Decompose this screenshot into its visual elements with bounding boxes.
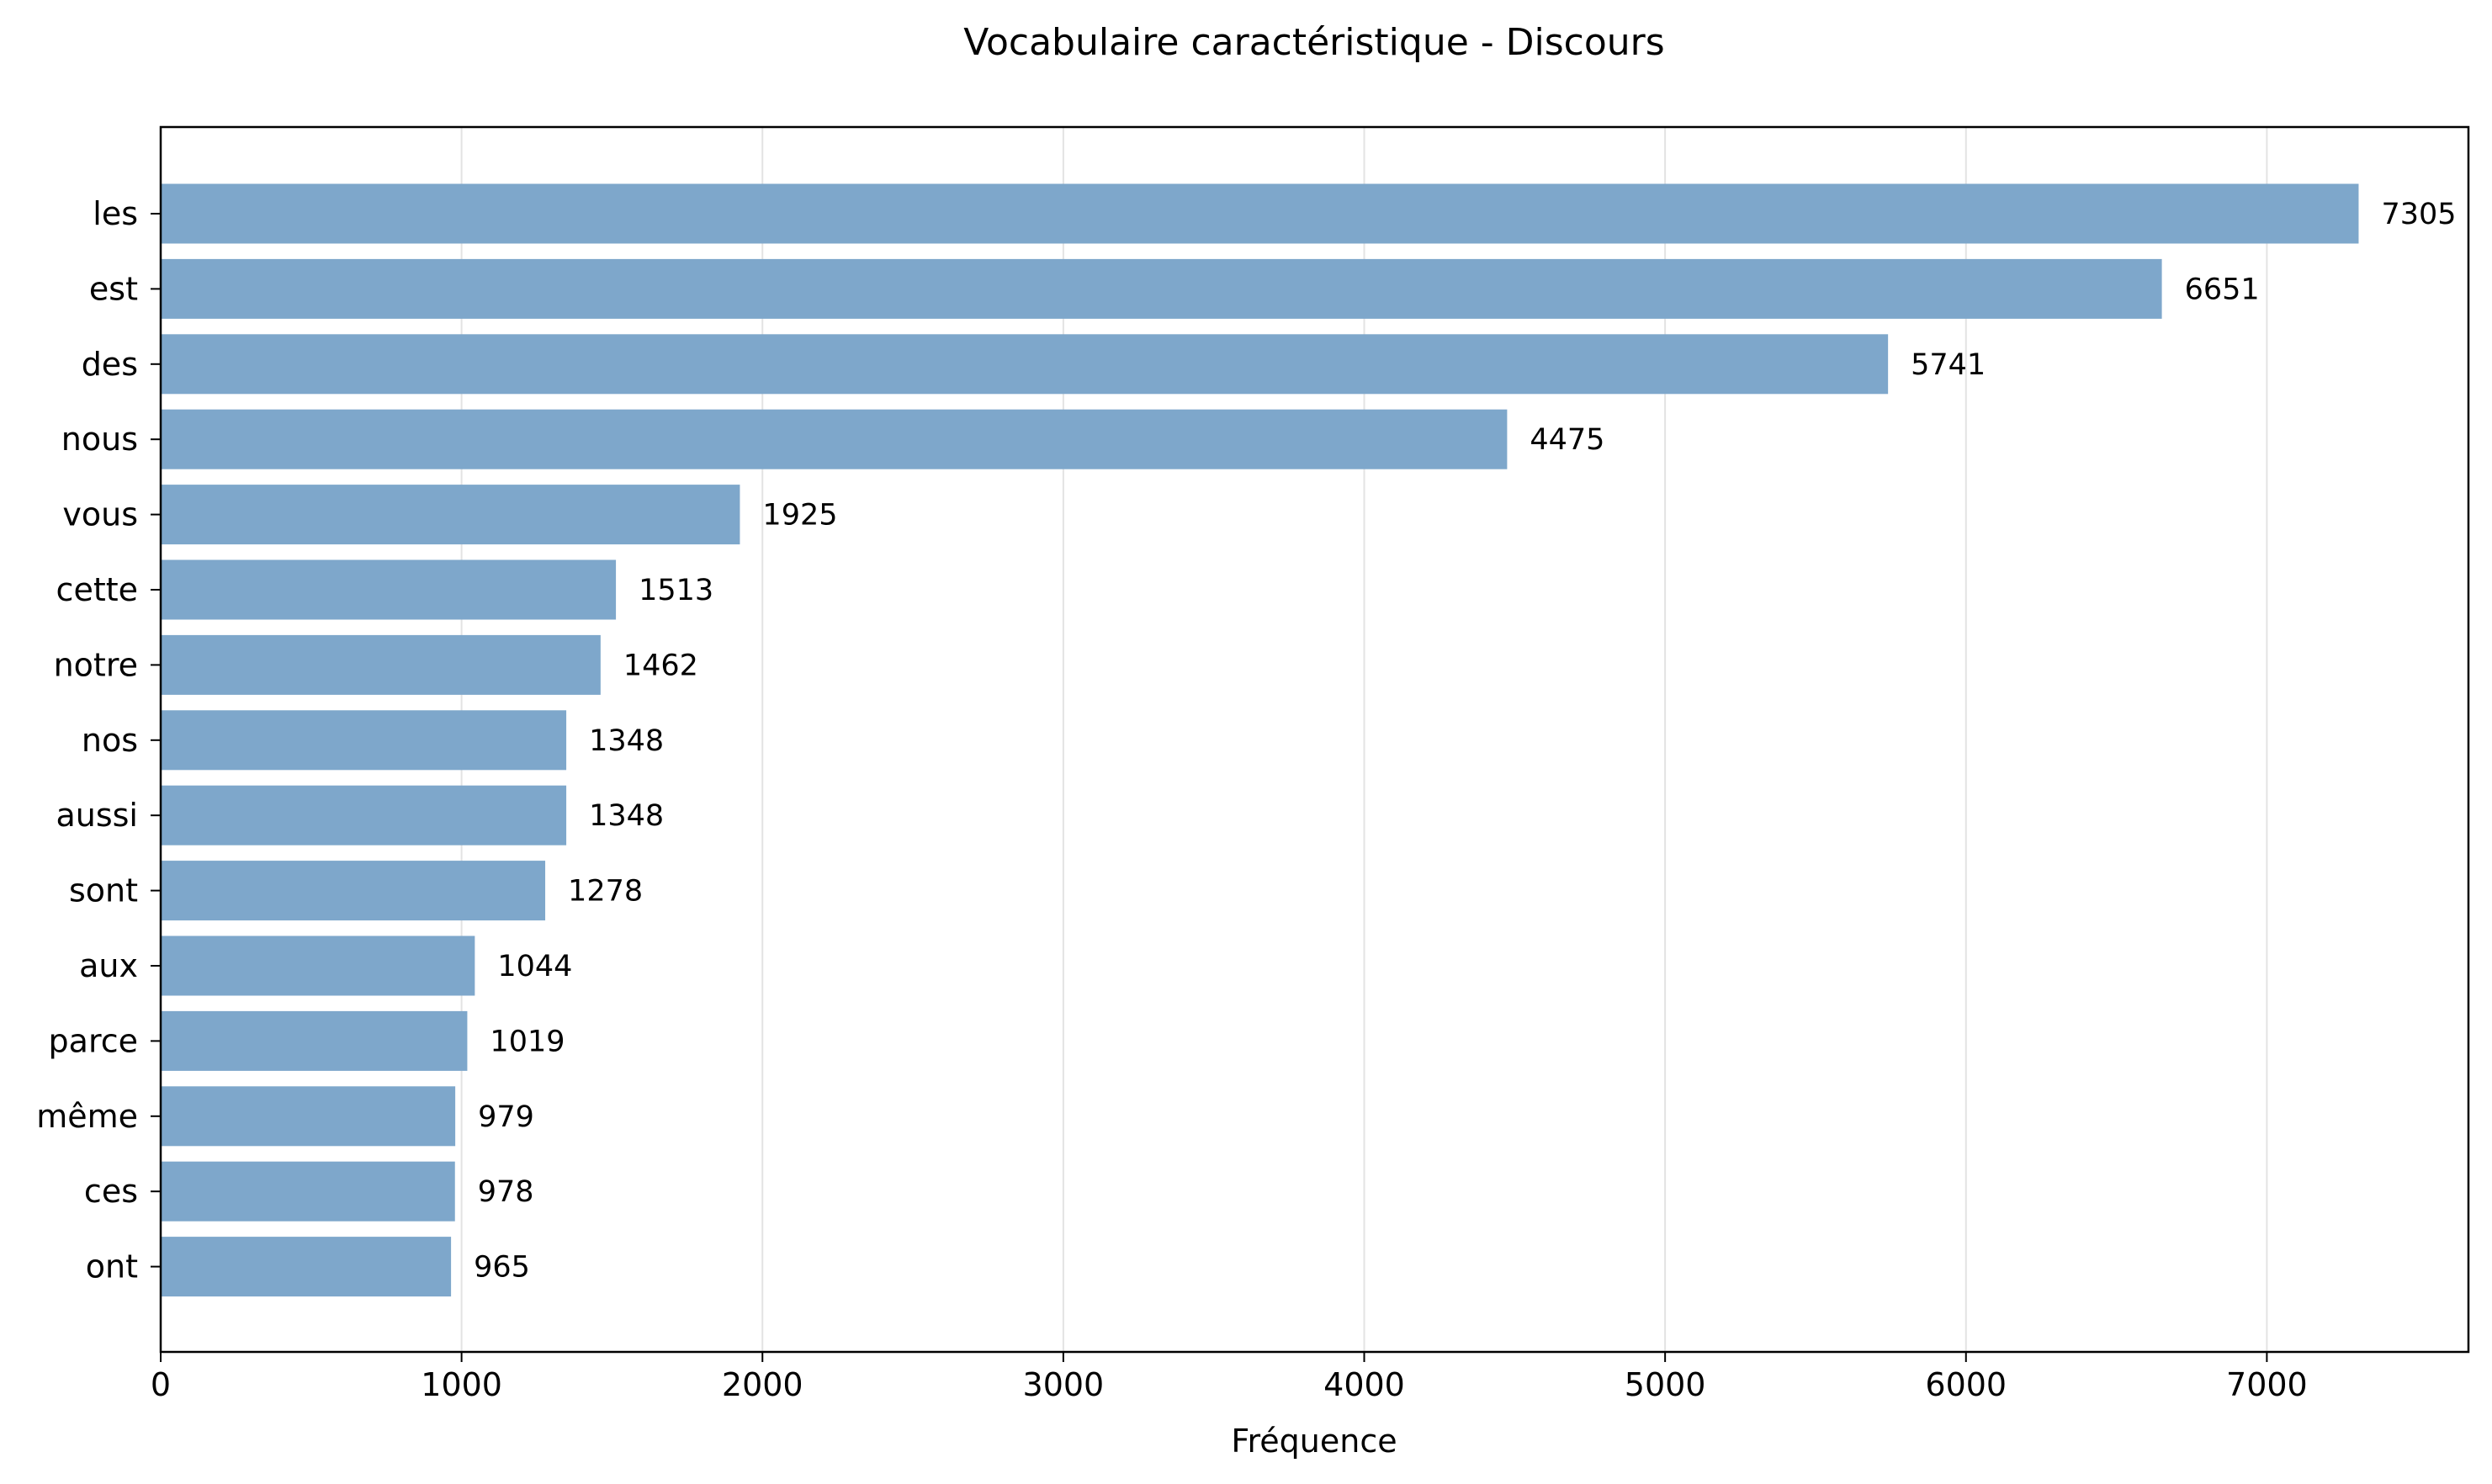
y-tick-label: nos xyxy=(82,722,138,759)
x-tick-label: 2000 xyxy=(722,1366,803,1403)
bar-value-label: 978 xyxy=(478,1175,534,1209)
bar xyxy=(161,861,546,921)
bar-value-label: 6651 xyxy=(2185,273,2260,306)
bar xyxy=(161,183,2359,244)
bar-value-label: 1348 xyxy=(589,799,664,833)
x-tick-label: 1000 xyxy=(421,1366,502,1403)
bar xyxy=(161,935,475,996)
bar-value-label: 1044 xyxy=(497,950,572,983)
bar xyxy=(161,485,740,545)
y-tick-label: aussi xyxy=(56,797,138,834)
bar-value-label: 1462 xyxy=(623,649,698,682)
x-tick-label: 7000 xyxy=(2226,1366,2308,1403)
x-tick-label: 3000 xyxy=(1023,1366,1105,1403)
bars xyxy=(161,183,2359,1297)
x-tick-label: 6000 xyxy=(1925,1366,2007,1403)
bar-value-label: 1513 xyxy=(639,574,713,607)
y-tick-label: nous xyxy=(61,421,138,458)
y-axis: les est des nous vous cette notre nos aussi sont a… xyxy=(36,195,161,1285)
bar-value-label: 1019 xyxy=(490,1025,565,1058)
y-tick-label: aux xyxy=(79,947,138,984)
x-axis: 0 1000 2000 3000 4000 5000 6000 7000 xyxy=(151,1352,2308,1403)
y-tick-label: ces xyxy=(84,1173,138,1210)
bar-value-label: 979 xyxy=(478,1100,534,1134)
y-tick-label: même xyxy=(36,1098,138,1135)
x-axis-label: Fréquence xyxy=(1231,1423,1397,1460)
bar xyxy=(161,559,617,620)
bar-value-label: 5741 xyxy=(1911,348,1986,382)
y-tick-label: parce xyxy=(49,1022,138,1059)
x-tick-label: 4000 xyxy=(1323,1366,1405,1403)
bar xyxy=(161,1086,456,1147)
y-tick-label: vous xyxy=(62,496,138,533)
bar xyxy=(161,1237,452,1297)
bar xyxy=(161,634,601,695)
data-labels: 7305 6651 5741 4475 1925 1513 1462 1348 1348 1278… xyxy=(474,198,2456,1285)
grid-lines xyxy=(460,127,2268,1352)
x-tick-label: 0 xyxy=(151,1366,171,1403)
bar-value-label: 1348 xyxy=(589,724,664,758)
y-tick-label: sont xyxy=(69,872,138,909)
chart-title: Vocabulaire caractéristique - Discours xyxy=(963,21,1664,64)
bar xyxy=(161,1010,468,1071)
bar-value-label: 7305 xyxy=(2381,198,2456,231)
bar-value-label: 4475 xyxy=(1530,423,1604,457)
bar-value-label: 1278 xyxy=(568,875,643,909)
x-tick-label: 5000 xyxy=(1625,1366,1706,1403)
bar-value-label: 1925 xyxy=(762,499,837,533)
bar xyxy=(161,785,567,845)
bar-value-label: 965 xyxy=(474,1251,530,1285)
y-tick-label: cette xyxy=(56,571,138,608)
bar xyxy=(161,258,2162,319)
y-tick-label: les xyxy=(93,195,138,232)
y-tick-label: des xyxy=(82,346,138,383)
y-tick-label: notre xyxy=(54,646,138,683)
bar xyxy=(161,409,1508,469)
bar xyxy=(161,334,1889,395)
bar xyxy=(161,1161,455,1222)
y-tick-label: est xyxy=(89,270,138,307)
bar xyxy=(161,710,567,771)
y-tick-label: ont xyxy=(86,1248,138,1285)
